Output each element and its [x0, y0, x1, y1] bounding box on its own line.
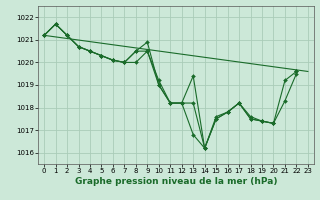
X-axis label: Graphe pression niveau de la mer (hPa): Graphe pression niveau de la mer (hPa) — [75, 177, 277, 186]
